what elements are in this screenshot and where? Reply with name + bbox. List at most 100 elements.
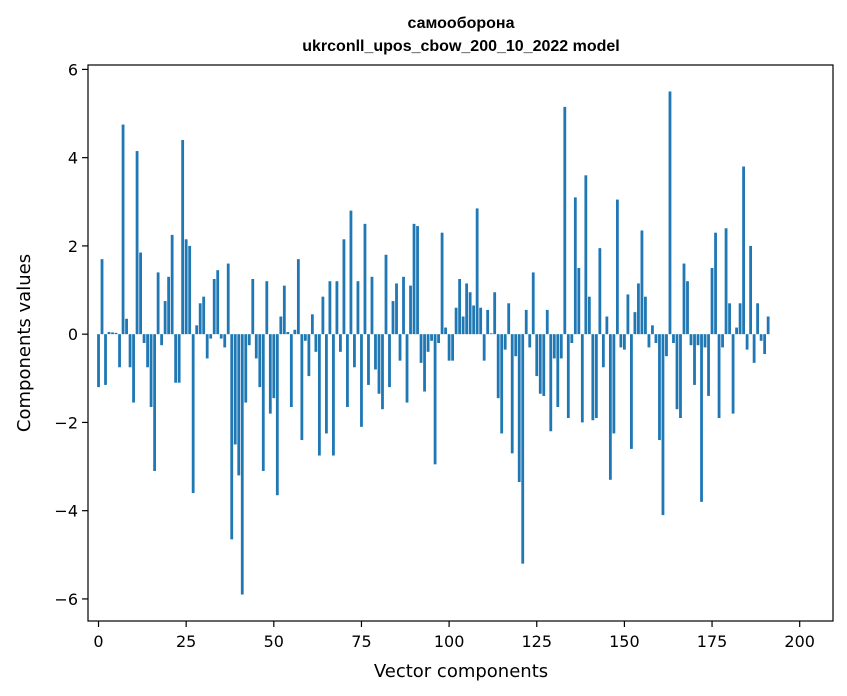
bar <box>514 334 518 357</box>
bar <box>104 334 107 385</box>
bar <box>275 334 279 496</box>
plot-frame <box>87 64 834 622</box>
bar <box>626 294 630 335</box>
bar <box>332 334 335 456</box>
bar <box>440 232 444 335</box>
y-tick-label: 6 <box>68 60 78 79</box>
bar <box>177 334 181 383</box>
bar <box>686 281 689 335</box>
bar <box>114 332 118 335</box>
bar <box>630 334 633 449</box>
y-tick-label: 0 <box>68 325 78 344</box>
bar <box>577 267 581 335</box>
bar <box>163 301 167 335</box>
bar <box>282 285 286 335</box>
bar <box>233 334 237 445</box>
bar <box>247 334 251 346</box>
bar <box>658 334 661 441</box>
bar <box>465 283 469 335</box>
bar <box>121 124 125 335</box>
bar <box>696 334 700 346</box>
bar <box>493 292 497 335</box>
bar <box>587 296 591 335</box>
bar <box>272 334 276 399</box>
bar <box>700 334 703 502</box>
bar <box>125 318 128 335</box>
bar <box>237 334 241 476</box>
bar <box>423 334 426 392</box>
bar <box>261 334 265 471</box>
bar <box>216 270 220 335</box>
bar <box>651 325 654 335</box>
bar <box>377 334 381 394</box>
bar <box>566 334 570 419</box>
bar <box>745 334 749 350</box>
bar <box>742 166 745 335</box>
bar <box>118 334 121 368</box>
x-tick-label: 175 <box>697 632 728 651</box>
bar <box>293 329 297 335</box>
bar <box>570 334 574 343</box>
bar <box>766 316 770 335</box>
bar <box>735 327 738 335</box>
bar <box>542 334 546 396</box>
y-tick-label: −4 <box>54 502 78 521</box>
bar <box>752 334 756 363</box>
x-tick-label: 0 <box>93 632 103 651</box>
bar <box>668 91 672 335</box>
chart-title: самооборона <box>408 15 515 32</box>
bar <box>468 292 472 335</box>
bar <box>142 334 146 343</box>
bar <box>433 334 437 465</box>
bar <box>500 334 504 434</box>
bar <box>710 267 714 335</box>
bar <box>489 333 493 335</box>
bar <box>240 334 244 595</box>
bar <box>346 334 349 407</box>
bar <box>724 228 728 335</box>
bar <box>426 334 430 352</box>
x-tick-label: 100 <box>434 632 465 651</box>
bar <box>479 307 483 335</box>
bar <box>496 334 500 399</box>
bar <box>510 334 514 454</box>
bar <box>195 325 199 335</box>
bar <box>132 334 135 403</box>
x-tick-label: 75 <box>351 632 371 651</box>
y-axis-ticks: −6 −4 −2 0 2 4 6 <box>54 60 88 609</box>
bar <box>612 334 616 434</box>
bar <box>728 303 731 335</box>
bar <box>289 334 293 407</box>
y-axis-label: Components values <box>14 254 35 432</box>
bar <box>717 334 721 419</box>
x-axis-ticks: 0 25 50 75 100 125 150 175 200 <box>93 621 815 651</box>
bar <box>384 254 388 335</box>
bar <box>317 334 321 456</box>
bar <box>202 296 206 335</box>
x-tick-label: 25 <box>176 632 196 651</box>
bar <box>552 334 556 359</box>
bar <box>342 239 346 335</box>
bar <box>251 279 255 335</box>
bar <box>714 232 717 335</box>
bar <box>156 272 160 335</box>
bar <box>605 316 609 335</box>
bar <box>731 334 735 414</box>
x-tick-label: 150 <box>609 632 640 651</box>
bar <box>219 334 223 339</box>
bar <box>209 334 213 339</box>
y-tick-label: 2 <box>68 237 78 256</box>
bar <box>279 316 283 335</box>
bar <box>679 334 682 419</box>
bar <box>580 334 584 423</box>
bar <box>675 334 679 410</box>
bar <box>665 334 668 357</box>
bar <box>528 334 532 348</box>
bar <box>398 334 402 361</box>
bar <box>521 334 525 564</box>
bar <box>608 334 612 480</box>
bar <box>454 307 458 335</box>
bar <box>258 334 262 388</box>
bar <box>633 312 637 335</box>
